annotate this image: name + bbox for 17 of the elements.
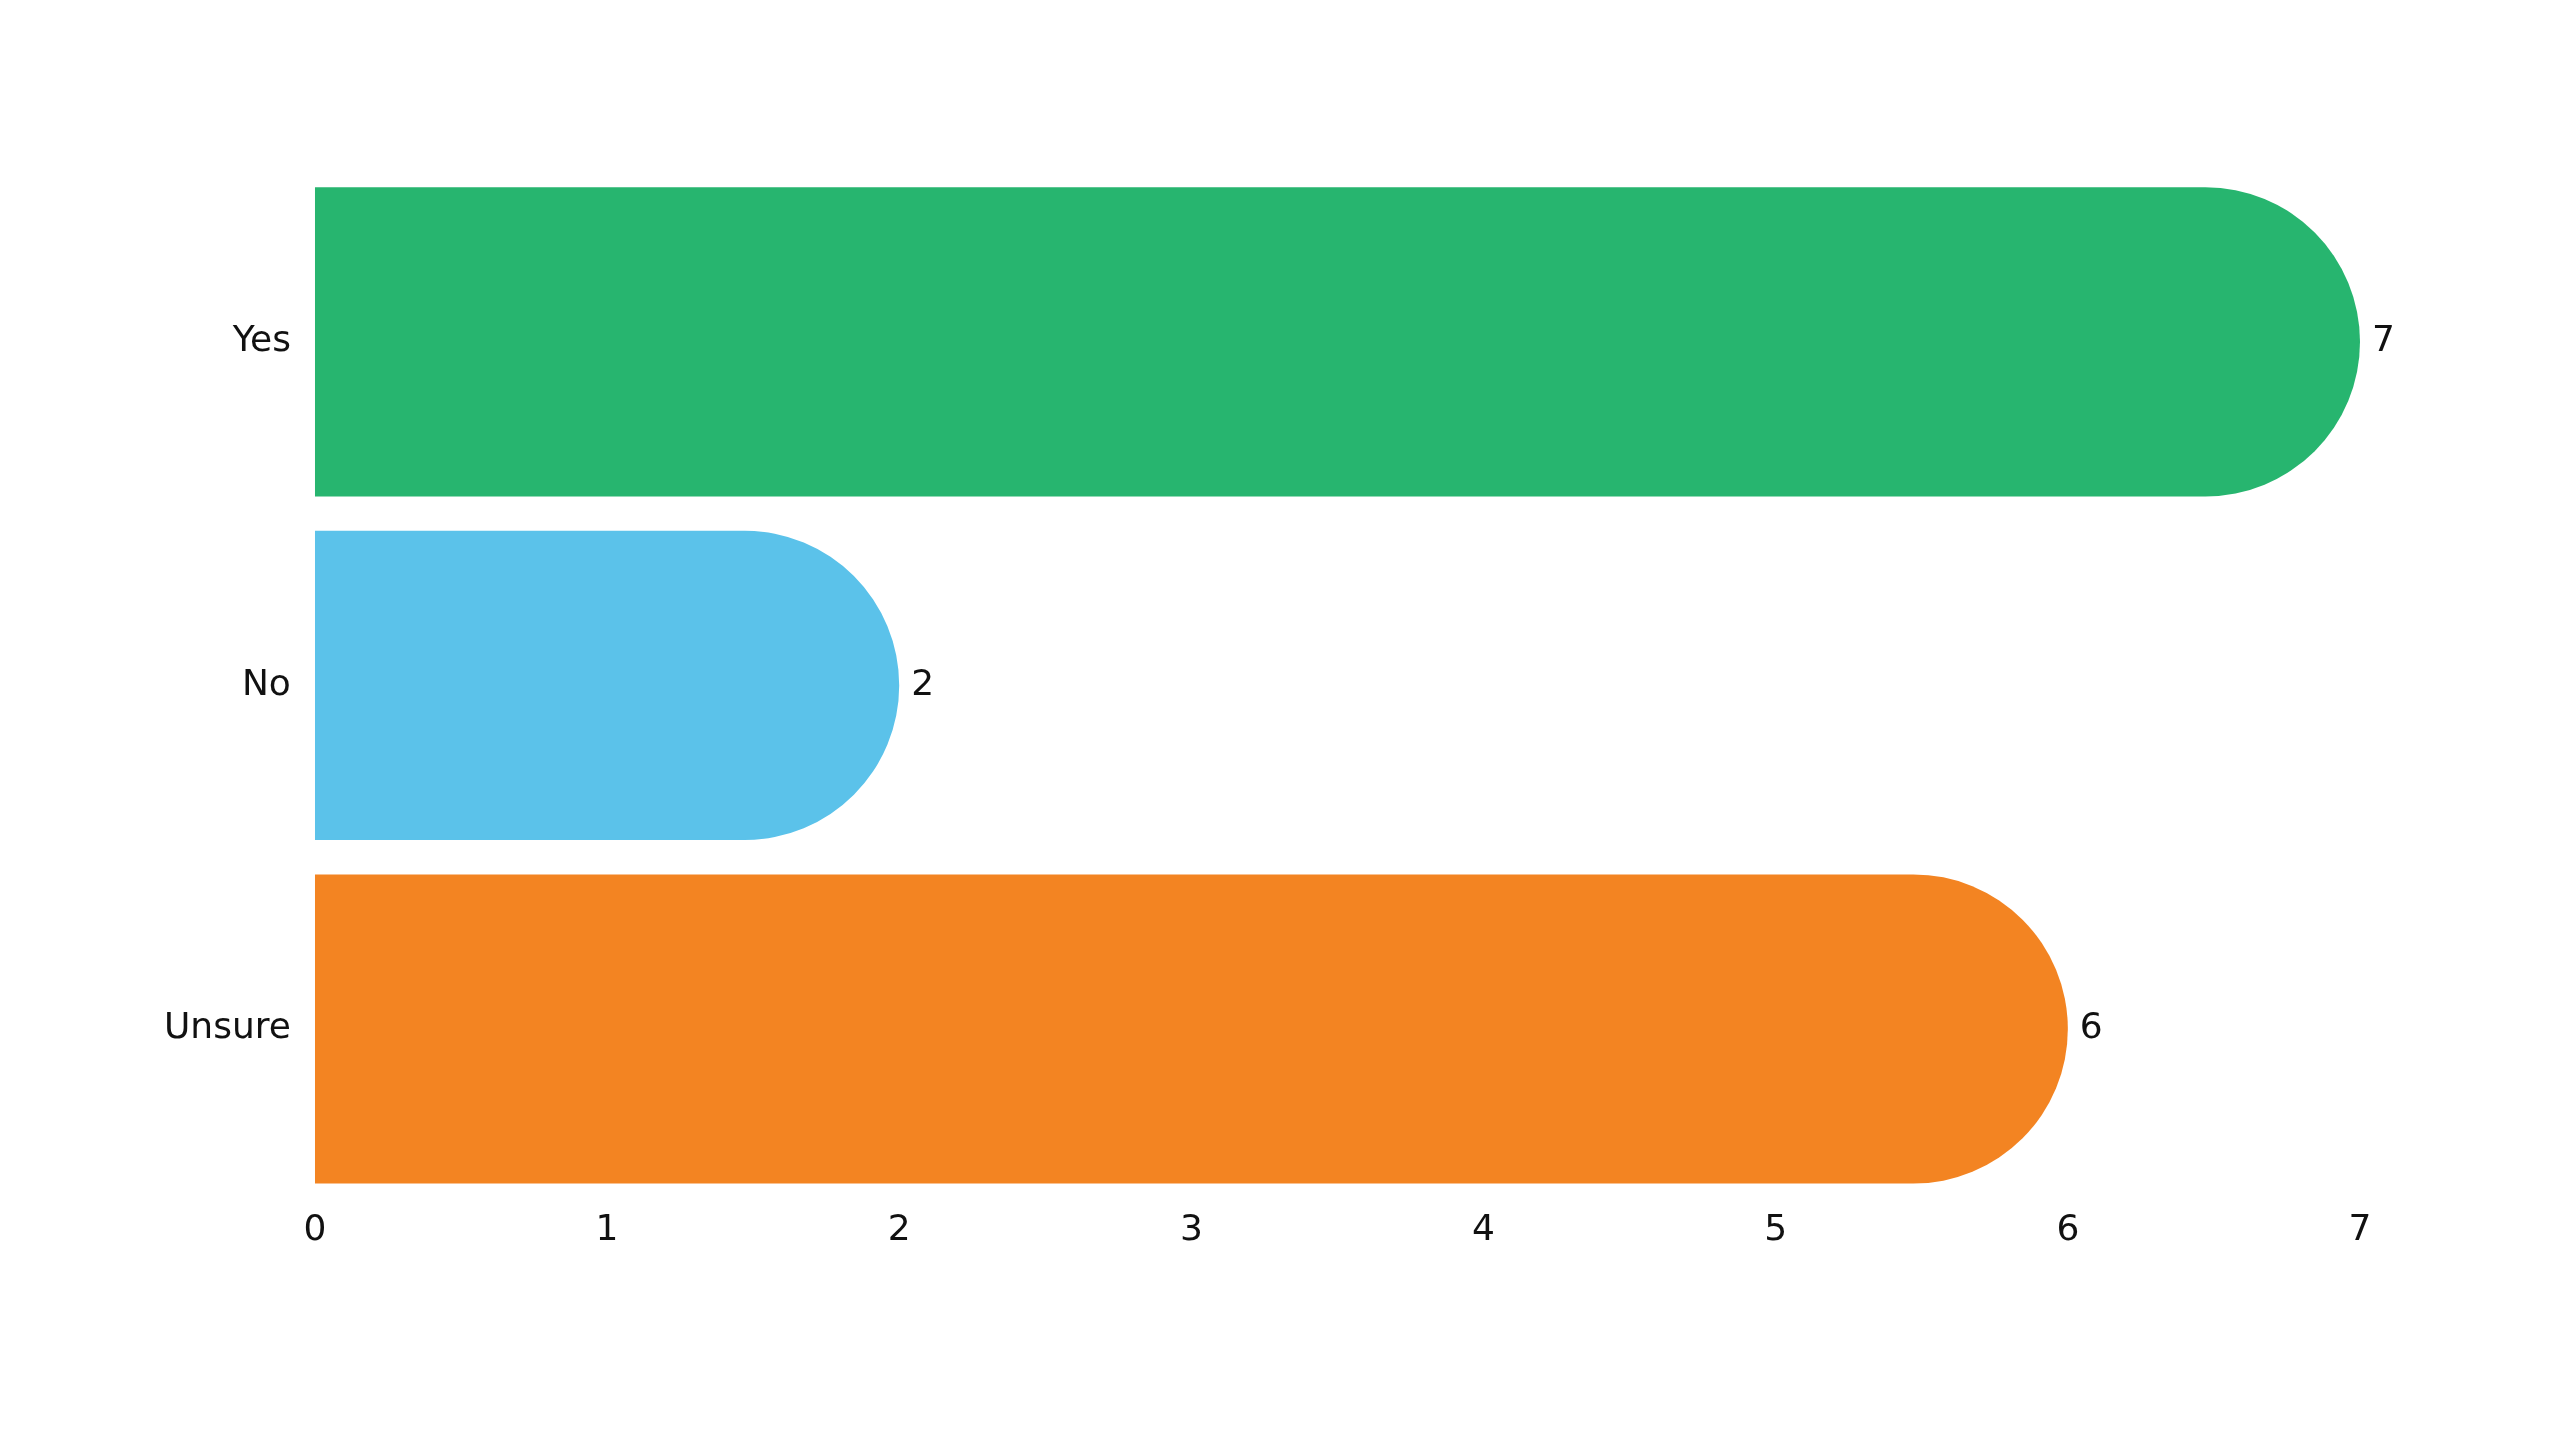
y-tick-label: No [241, 661, 291, 703]
data-label: 7 [2372, 318, 2395, 360]
bar [314, 187, 2360, 497]
x-tick-label: 6 [2056, 1206, 2080, 1248]
y-tick-label: Yes [231, 318, 291, 360]
x-tick-label: 3 [1179, 1206, 1203, 1248]
data-label: 6 [2079, 1005, 2103, 1047]
data-label: 2 [911, 661, 935, 703]
bar [314, 530, 900, 841]
x-tick-label: 2 [887, 1206, 911, 1248]
x-tick-label: 1 [595, 1206, 619, 1248]
x-tick-label: 5 [1764, 1206, 1788, 1248]
y-tick-label: Unsure [163, 1005, 291, 1047]
x-tick-label: 0 [303, 1206, 327, 1248]
x-tick-label: 7 [2348, 1206, 2372, 1248]
x-tick-label: 4 [1472, 1206, 1495, 1248]
bar [314, 874, 2068, 1184]
